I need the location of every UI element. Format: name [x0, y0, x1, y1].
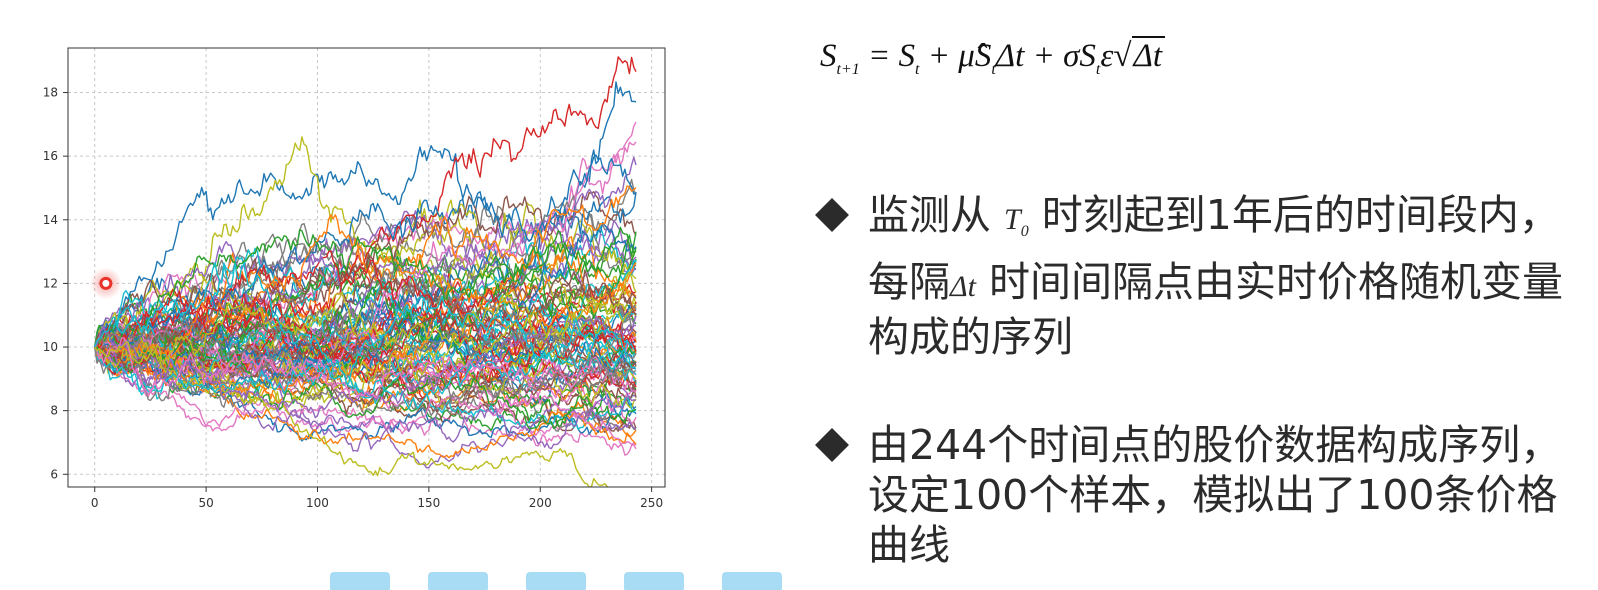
x-tick-label: 50	[198, 496, 213, 510]
x-tick-label: 0	[91, 496, 99, 510]
series-group	[94, 56, 637, 487]
x-tick-label: 150	[417, 496, 440, 510]
x-tick-label: 100	[306, 496, 329, 510]
series-line	[94, 234, 637, 364]
formula: St+1 = St + μ̂StΔt + σStε√Δt	[820, 36, 1166, 79]
diamond-bullet-icon	[815, 428, 849, 462]
y-tick-label: 16	[43, 149, 58, 163]
series-line	[94, 262, 637, 385]
series-line	[94, 210, 637, 375]
series-line	[94, 332, 637, 396]
series-line	[94, 154, 637, 348]
bullet-text: 由244个时间点的股价数据构成序列，设定100个样本，模拟出了100条价格曲线	[868, 421, 1562, 569]
series-line	[94, 330, 637, 430]
plot-frame	[67, 47, 666, 488]
series-line	[94, 326, 637, 401]
series-line	[94, 293, 637, 381]
series-line	[94, 342, 637, 430]
series-line	[94, 327, 637, 408]
chart-svg: 0 50 100 150 200 250 6 8 10 12 14 16 18	[43, 47, 666, 510]
series-line	[94, 337, 637, 398]
x-tick-label: 200	[529, 496, 552, 510]
series-line	[94, 291, 637, 407]
y-tick-label: 10	[43, 340, 58, 354]
x-tick-label: 250	[640, 496, 663, 510]
y-tick-label: 12	[43, 276, 58, 290]
bullet-simulation: 由244个时间点的股价数据构成序列，设定100个样本，模拟出了100条价格曲线	[815, 420, 1580, 570]
y-tick-label: 8	[50, 404, 58, 418]
cursor-marker	[99, 276, 113, 290]
y-tick-label: 18	[43, 86, 58, 100]
series-line	[94, 226, 637, 351]
diamond-bullet-icon	[815, 198, 849, 232]
series-line	[94, 271, 637, 365]
series-line	[94, 136, 637, 369]
series-line	[94, 341, 637, 456]
y-tick-label: 6	[50, 467, 58, 481]
series-line	[94, 221, 637, 376]
price-simulation-chart: 0 50 100 150 200 250 6 8 10 12 14 16 18	[0, 0, 720, 560]
bullet-monitoring: 监测从 T0 时刻起到1年后的时间段内，每隔Δt 时间间隔点由实时价格随机变量构…	[815, 190, 1580, 362]
series-line	[94, 337, 637, 459]
series-line	[94, 185, 637, 359]
y-tick-label: 14	[43, 213, 58, 227]
bullet-text: 监测从 T0 时刻起到1年后的时间段内，每隔Δt 时间间隔点由实时价格随机变量构…	[868, 191, 1563, 361]
series-line	[94, 316, 637, 385]
